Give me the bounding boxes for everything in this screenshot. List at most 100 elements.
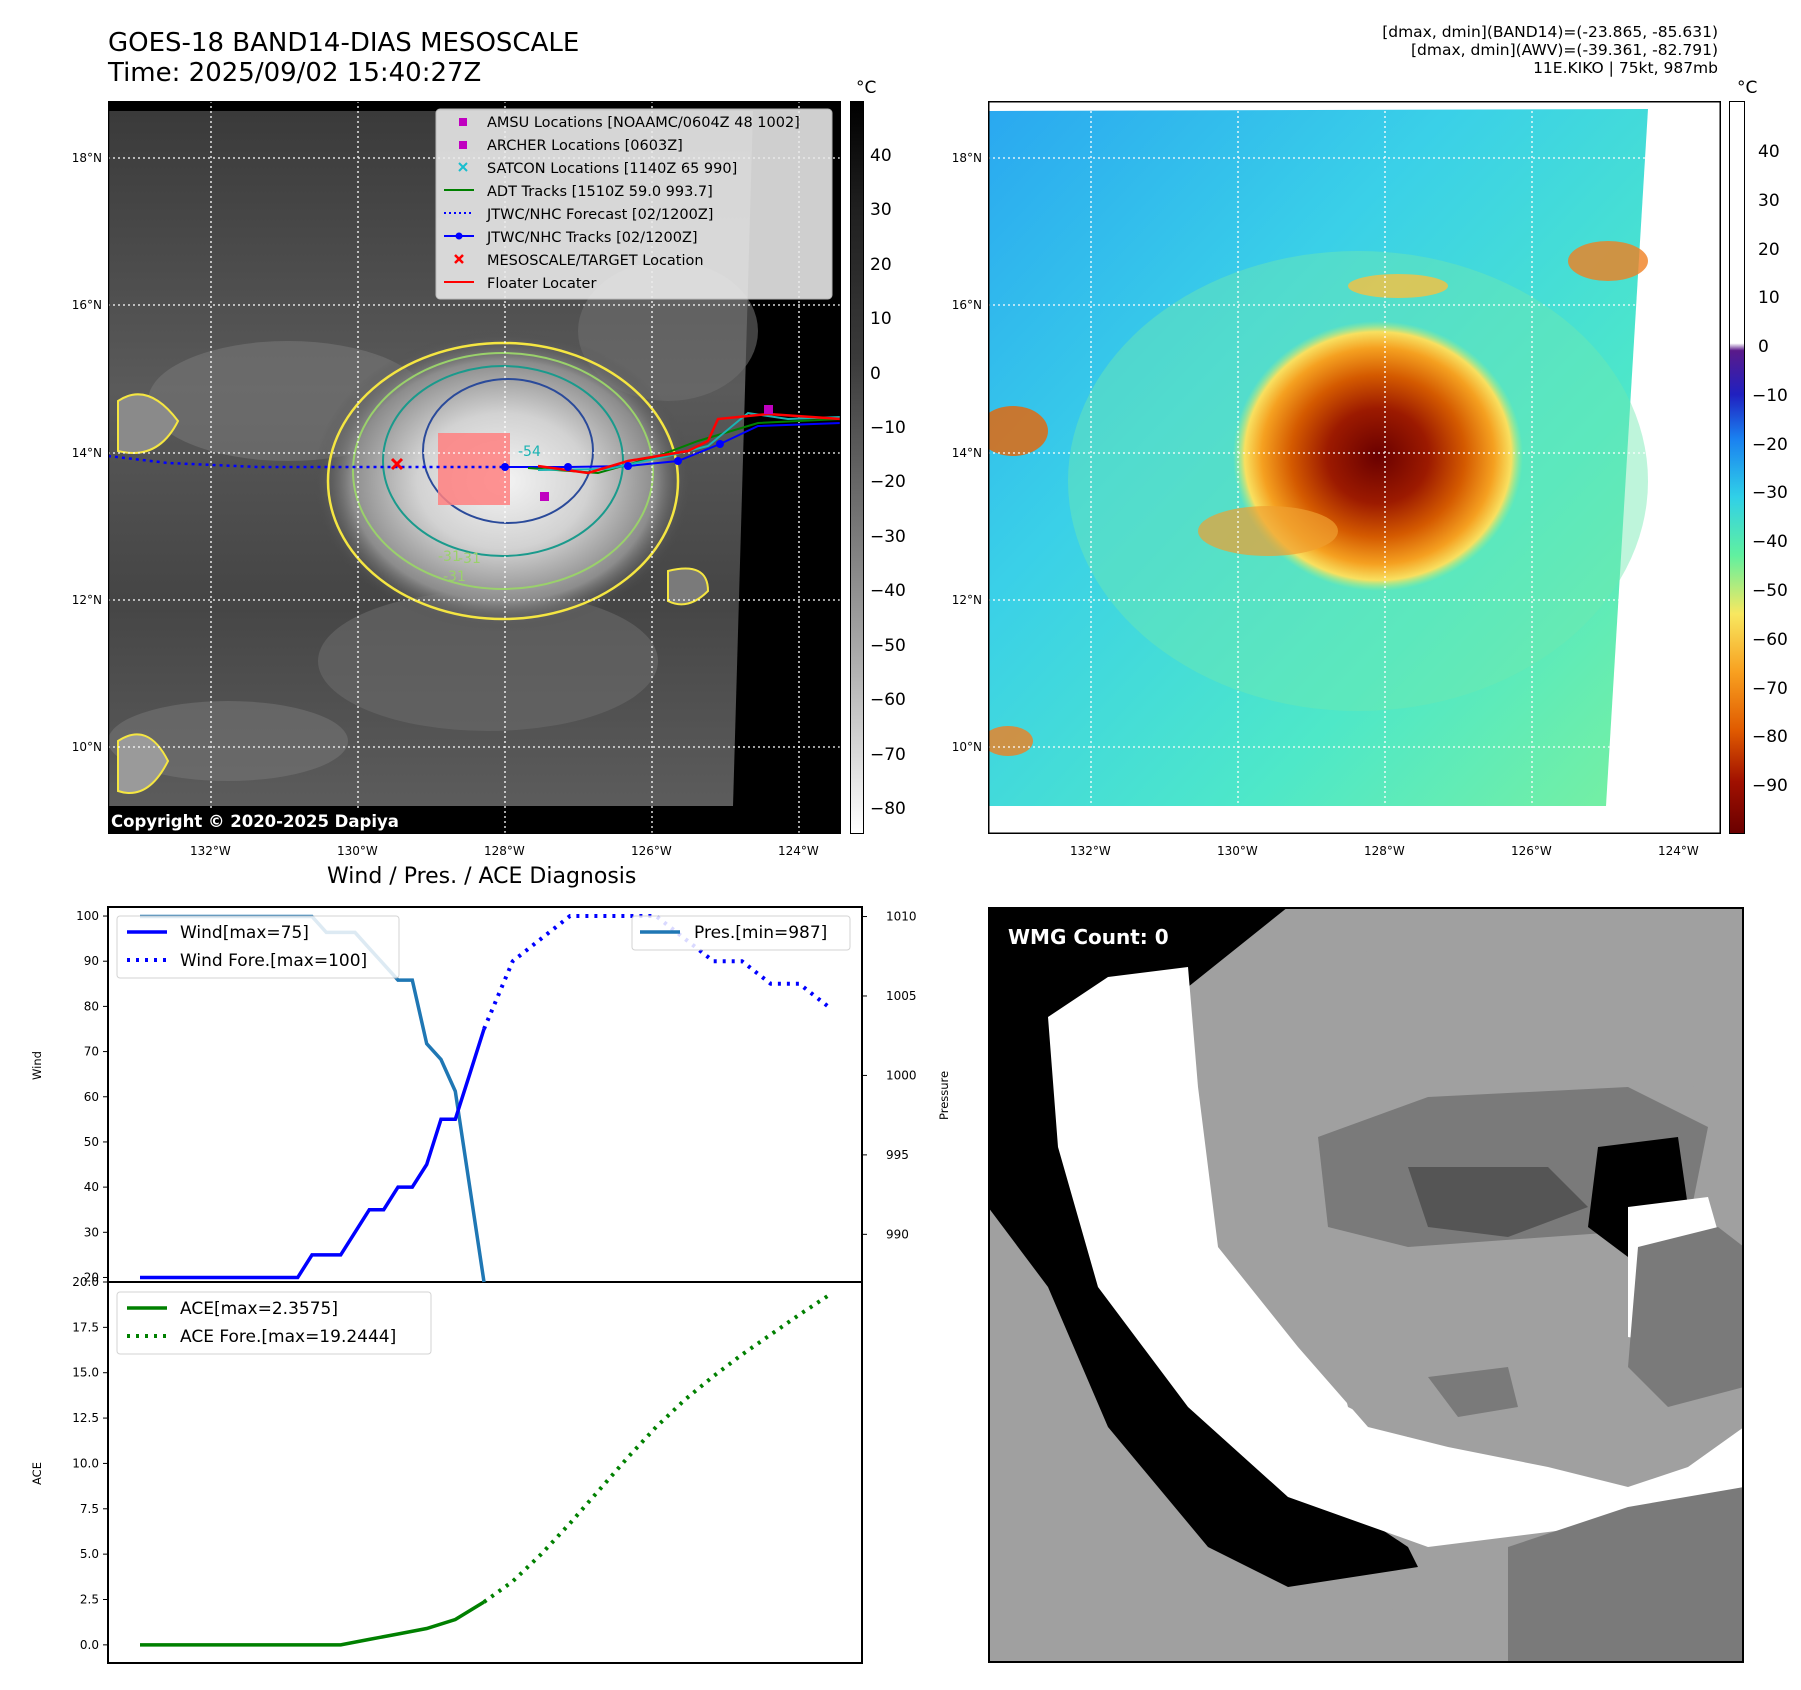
lon-tick: 128°W (1364, 844, 1405, 858)
awv-colorbar-ticks: 40 30 20 10 0 −10 −20 −30 −40 −50 −60 −7… (1752, 101, 1800, 834)
colorbar-tick: −20 (870, 472, 906, 492)
title-line-2: Time: 2025/09/02 15:40:27Z (108, 58, 482, 88)
ir-colorbar (850, 101, 864, 834)
wind-tick-label: 100 (76, 909, 99, 923)
info-line-3: 11E.KIKO | 75kt, 987mb (1533, 59, 1718, 77)
lat-tick: 18°N (951, 151, 982, 165)
colorbar-tick: −50 (870, 636, 906, 656)
info-line-1: [dmax, dmin](BAND14)=(-23.865, -85.631) (1382, 23, 1718, 41)
legend-wind-label: Wind[max=75] (180, 923, 309, 943)
lat-tick: 12°N (951, 593, 982, 607)
colorbar-tick: −10 (1752, 386, 1788, 406)
ace-tick-label: 20.0 (72, 1275, 99, 1289)
colorbar-tick: −40 (1752, 532, 1788, 552)
colorbar-tick: −10 (870, 418, 906, 438)
ace-tick-label: 12.5 (72, 1411, 99, 1425)
wind-tick-label: 90 (84, 954, 99, 968)
legend-satcon-swatch (458, 162, 468, 172)
ir-satellite-panel: -54 -31 -31 -31 AMSU Locations [NOAAMC/0… (108, 101, 841, 834)
satcon-track (537, 411, 841, 471)
intensity-info: [dmax, dmin](BAND14)=(-23.865, -85.631) … (1382, 23, 1718, 77)
colorbar-tick: 0 (1758, 337, 1769, 357)
colorbar-tick: −70 (870, 745, 906, 765)
awv-colorbar (1729, 101, 1745, 834)
legend-amsu-swatch (459, 118, 467, 126)
wind-tick-label: 20 (84, 1270, 99, 1284)
awv-colorbar-unit: °C (1737, 78, 1758, 98)
colorbar-tick: 0 (870, 364, 881, 384)
lat-tick: 18°N (71, 151, 102, 165)
legend-item: JTWC/NHC Tracks [02/1200Z] (486, 230, 698, 246)
wmg-label-box (1002, 921, 1174, 951)
colorbar-tick: −60 (1752, 630, 1788, 650)
diagnosis-title: Wind / Pres. / ACE Diagnosis (327, 864, 637, 889)
colorbar-tick: 20 (870, 255, 892, 275)
contour-yellow (326, 341, 680, 621)
info-line-2: [dmax, dmin](AWV)=(-39.361, -82.791) (1411, 41, 1718, 59)
ir-lat-ticks: 18°N 16°N 14°N 12°N 10°N (60, 101, 105, 834)
colorbar-tick: 10 (870, 309, 892, 329)
contour-label: -31 (438, 549, 461, 565)
pressure-tick-label: 990 (886, 1227, 909, 1241)
contour-label: -31 (443, 569, 466, 585)
contour-teal (382, 365, 624, 557)
lon-tick: 126°W (631, 844, 672, 858)
ace-tick-label: 7.5 (80, 1502, 99, 1516)
ace-tick-label: 2.5 (80, 1593, 99, 1607)
legend-wind-forecast-label: Wind Fore.[max=100] (180, 951, 367, 971)
wind-tick-label: 30 (84, 1225, 99, 1239)
colorbar-tick: −90 (1752, 776, 1788, 796)
pressure-legend (631, 915, 851, 951)
contour-label: -54 (518, 444, 541, 460)
lat-tick: 14°N (71, 446, 102, 460)
ir-lon-ticks: 132°W 130°W 128°W 126°W 124°W (108, 844, 841, 862)
colorbar-tick: −40 (870, 581, 906, 601)
lon-tick: 126°W (1511, 844, 1552, 858)
forecast-track (108, 454, 505, 469)
wind-legend (116, 915, 400, 979)
contour-light-green (352, 352, 654, 590)
ace-tick-label: 17.5 (72, 1320, 99, 1334)
lat-tick: 14°N (951, 446, 982, 460)
pressure-tick-label: 1010 (886, 910, 917, 924)
colorbar-tick: 20 (1758, 240, 1780, 260)
track-points (501, 440, 724, 471)
ir-colorbar-ticks: 40 30 20 10 0 −10 −20 −30 −40 −50 −60 −7… (870, 101, 930, 834)
ace-tick-label: 15.0 (72, 1366, 99, 1380)
legend-item: SATCON Locations [1140Z 65 990] (487, 161, 737, 177)
pressure-tick-label: 1000 (886, 1068, 917, 1082)
ir-legend: AMSU Locations [NOAAMC/0604Z 48 1002] AR… (435, 108, 833, 300)
legend-ace-label: ACE[max=2.3575] (180, 1299, 338, 1319)
colorbar-tick: 10 (1758, 288, 1780, 308)
wind-tick-label: 60 (84, 1090, 99, 1104)
colorbar-tick: −80 (1752, 727, 1788, 747)
legend-item: AMSU Locations [NOAAMC/0604Z 48 1002] (487, 115, 800, 131)
lat-tick: 10°N (951, 740, 982, 754)
ace-line (140, 1600, 485, 1647)
legend-item: JTWC/NHC Forecast [02/1200Z] (486, 207, 713, 223)
colorbar-tick: −80 (870, 799, 906, 819)
colorbar-tick: −30 (870, 527, 906, 547)
lon-tick: 132°W (190, 844, 231, 858)
colorbar-tick: 40 (1758, 142, 1780, 162)
lon-tick: 124°W (778, 844, 819, 858)
figure-title: GOES-18 BAND14-DIAS MESOSCALE Time: 2025… (108, 28, 579, 88)
legend-item: ADT Tracks [1510Z 59.0 993.7] (487, 184, 713, 200)
legend-archer-swatch (459, 141, 467, 149)
wind-tick-label: 80 (84, 999, 99, 1013)
copyright-label: Copyright © 2020-2025 Dapiya (111, 812, 399, 831)
colorbar-tick: −20 (1752, 435, 1788, 455)
colorbar-tick: 30 (1758, 191, 1780, 211)
awv-gridlines (988, 101, 1721, 834)
contour-blue (422, 378, 594, 524)
lat-tick: 12°N (71, 593, 102, 607)
pressure-tick-label: 1005 (886, 989, 917, 1003)
ace-tick-label: 5.0 (80, 1547, 99, 1561)
awv-lon-ticks: 132°W 130°W 128°W 126°W 124°W (988, 844, 1721, 862)
amsu-marker (540, 492, 549, 501)
ace-tick-label: 10.0 (72, 1456, 99, 1470)
colorbar-tick: −50 (1752, 581, 1788, 601)
wmg-panel: WMG Count: 0 (988, 907, 1744, 1663)
target-marker (390, 457, 404, 471)
wind-forecast-line (482, 914, 830, 1030)
